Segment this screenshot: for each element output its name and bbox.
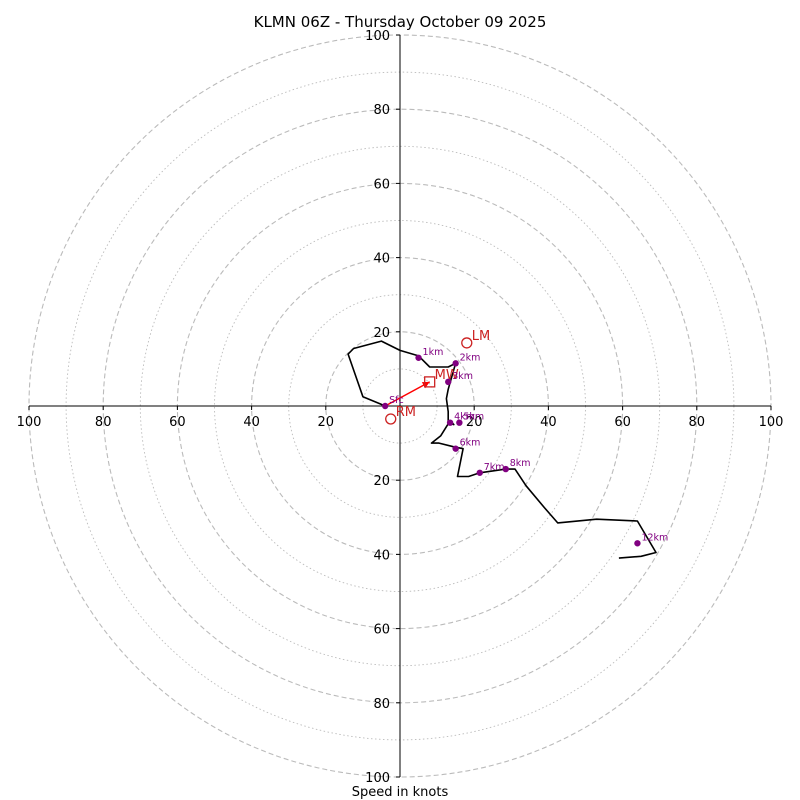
height-label-3km: 3km [452, 371, 473, 382]
x-tick-label: 100 [759, 415, 784, 430]
height-point-1km [415, 354, 422, 361]
y-tick-label: 40 [373, 548, 390, 563]
x-tick-label: 80 [689, 415, 706, 430]
height-label-7km: 7km [484, 462, 505, 473]
y-tick-label: 60 [373, 177, 390, 192]
x-tick-label: 20 [466, 415, 483, 430]
x-tick-label: 20 [318, 415, 335, 430]
x-tick-label: 40 [540, 415, 557, 430]
y-tick-label: 100 [365, 29, 390, 44]
height-point-3km [445, 378, 452, 386]
x-tick-label: 40 [243, 415, 260, 430]
x-tick-label: 60 [169, 415, 186, 430]
height-label-2km: 2km [460, 352, 481, 363]
height-point-sfc [381, 402, 389, 410]
y-tick-label: 20 [373, 326, 390, 341]
shear-vector [384, 381, 431, 407]
mw-label: MW [435, 368, 459, 383]
height-point-6km [452, 445, 459, 452]
height-label-5km: 5km [463, 412, 484, 423]
mw-marker [424, 376, 436, 388]
y-tick-label: 60 [373, 623, 390, 638]
height-point-8km [502, 465, 509, 473]
y-tick-label: 80 [373, 697, 390, 712]
height-label-12km: 12km [641, 532, 668, 543]
x-tick-label: 60 [614, 415, 631, 430]
x-tick-label: 100 [17, 415, 42, 430]
height-label-sfc: Sfc [389, 395, 404, 406]
height-point-5km [456, 419, 463, 426]
chart-title: KLMN 06Z - Thursday October 09 2025 [254, 13, 547, 31]
height-point-12km [634, 540, 641, 547]
lm-marker [461, 337, 473, 349]
y-tick-label: 100 [365, 771, 390, 786]
height-label-1km: 1km [423, 347, 444, 358]
y-tick-label: 20 [373, 474, 390, 489]
y-tick-label: 80 [373, 103, 390, 118]
x-tick-label: 80 [95, 415, 112, 430]
height-label-6km: 6km [460, 438, 481, 449]
height-label-4km: 4km [454, 412, 475, 423]
rm-label: RM [396, 405, 416, 420]
axes [29, 35, 771, 777]
lm-label: LM [472, 329, 490, 344]
height-point-2km [452, 360, 459, 367]
x-axis-label: Speed in knots [352, 785, 449, 800]
hodograph-trace [347, 340, 657, 559]
height-point-7km [476, 469, 483, 476]
shear-vector-arrowhead [421, 381, 430, 389]
rm-marker [385, 413, 397, 425]
height-label-8km: 8km [510, 458, 531, 469]
storm-motion-markers: RM LM MW [384, 329, 490, 425]
height-point-4km [446, 419, 454, 426]
y-tick-label: 40 [373, 252, 390, 267]
wind-profile [347, 340, 657, 559]
tick-labels: 100 80 60 40 20 20 40 60 80 100 100 80 60 40 20 20 40 60 8… [17, 29, 784, 786]
